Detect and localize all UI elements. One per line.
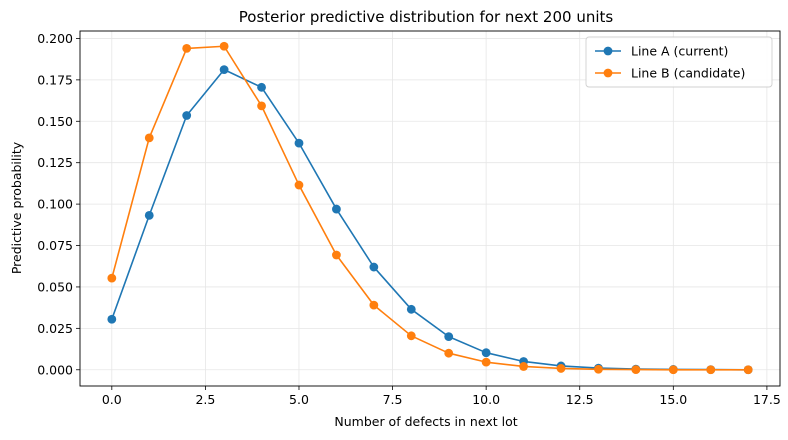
legend-label: Line A (current): [631, 44, 728, 59]
legend-box: [585, 36, 773, 88]
y-tick-label: 0.025: [37, 321, 73, 336]
data-point: [107, 314, 117, 324]
x-axis-label: Number of defects in next lot: [334, 414, 517, 429]
y-tick-label: 0.150: [37, 114, 73, 129]
data-point: [631, 365, 641, 375]
data-point: [332, 204, 341, 214]
legend-label: Line B (candidate): [631, 66, 745, 81]
y-tick-label: 0.050: [37, 279, 73, 294]
data-point: [743, 365, 753, 375]
x-tick-label: 10.0: [472, 392, 500, 407]
data-point: [668, 365, 678, 375]
data-point: [594, 364, 603, 374]
data-point: [332, 250, 341, 260]
axis-ticks: 0.0 2.5 5.0 7.5 10.0 12.5 15.0 17.5 0.000 0.025 0.…: [37, 31, 781, 407]
data-point: [556, 364, 566, 373]
y-tick-label: 0.100: [37, 197, 73, 212]
data-point: [444, 348, 454, 358]
data-point: [369, 300, 379, 310]
data-point: [444, 332, 454, 342]
y-tick-label: 0.075: [37, 238, 73, 253]
data-point: [182, 43, 192, 53]
data-point: [294, 180, 304, 190]
y-tick-label: 0.000: [37, 362, 73, 377]
x-tick-label: 15.0: [659, 392, 687, 407]
series-line: [111, 45, 749, 371]
y-tick-label: 0.125: [37, 155, 73, 170]
data-point: [257, 101, 266, 111]
x-tick-label: 5.0: [289, 392, 309, 407]
chart-title: Posterior predictive distribution for ne…: [239, 8, 614, 26]
data-point: [369, 262, 379, 272]
data-point: [294, 138, 304, 148]
data-point: [706, 365, 716, 375]
data-point: [219, 65, 229, 74]
x-tick-label: 0.0: [102, 392, 122, 407]
data-point: [144, 210, 154, 220]
y-tick-label: 0.175: [37, 72, 73, 87]
series-layer: [107, 41, 753, 375]
data-point: [481, 357, 491, 367]
series-line-b: [107, 41, 753, 375]
x-tick-label: 17.5: [753, 392, 781, 407]
legend-marker: [603, 68, 613, 78]
x-tick-label: 2.5: [195, 392, 215, 407]
data-point: [481, 348, 491, 358]
data-point: [519, 362, 528, 371]
data-point: [219, 41, 229, 51]
grid: [80, 31, 780, 386]
x-tick-label: 12.5: [566, 392, 594, 407]
y-tick-label: 0.200: [37, 31, 73, 46]
legend-item: Line A (current): [595, 44, 728, 59]
x-tick-label: 7.5: [383, 392, 403, 407]
data-point: [182, 111, 192, 120]
legend-item: Line B (candidate): [595, 66, 745, 81]
y-axis-label: Predictive probability: [9, 141, 24, 274]
data-point: [406, 304, 416, 314]
legend-marker: [603, 46, 613, 56]
plot-frame: [79, 30, 781, 387]
legend: Line A (current) Line B (candidate): [585, 36, 773, 88]
data-point: [107, 273, 117, 283]
data-point: [257, 82, 266, 92]
data-point: [144, 133, 154, 143]
data-point: [406, 331, 416, 341]
